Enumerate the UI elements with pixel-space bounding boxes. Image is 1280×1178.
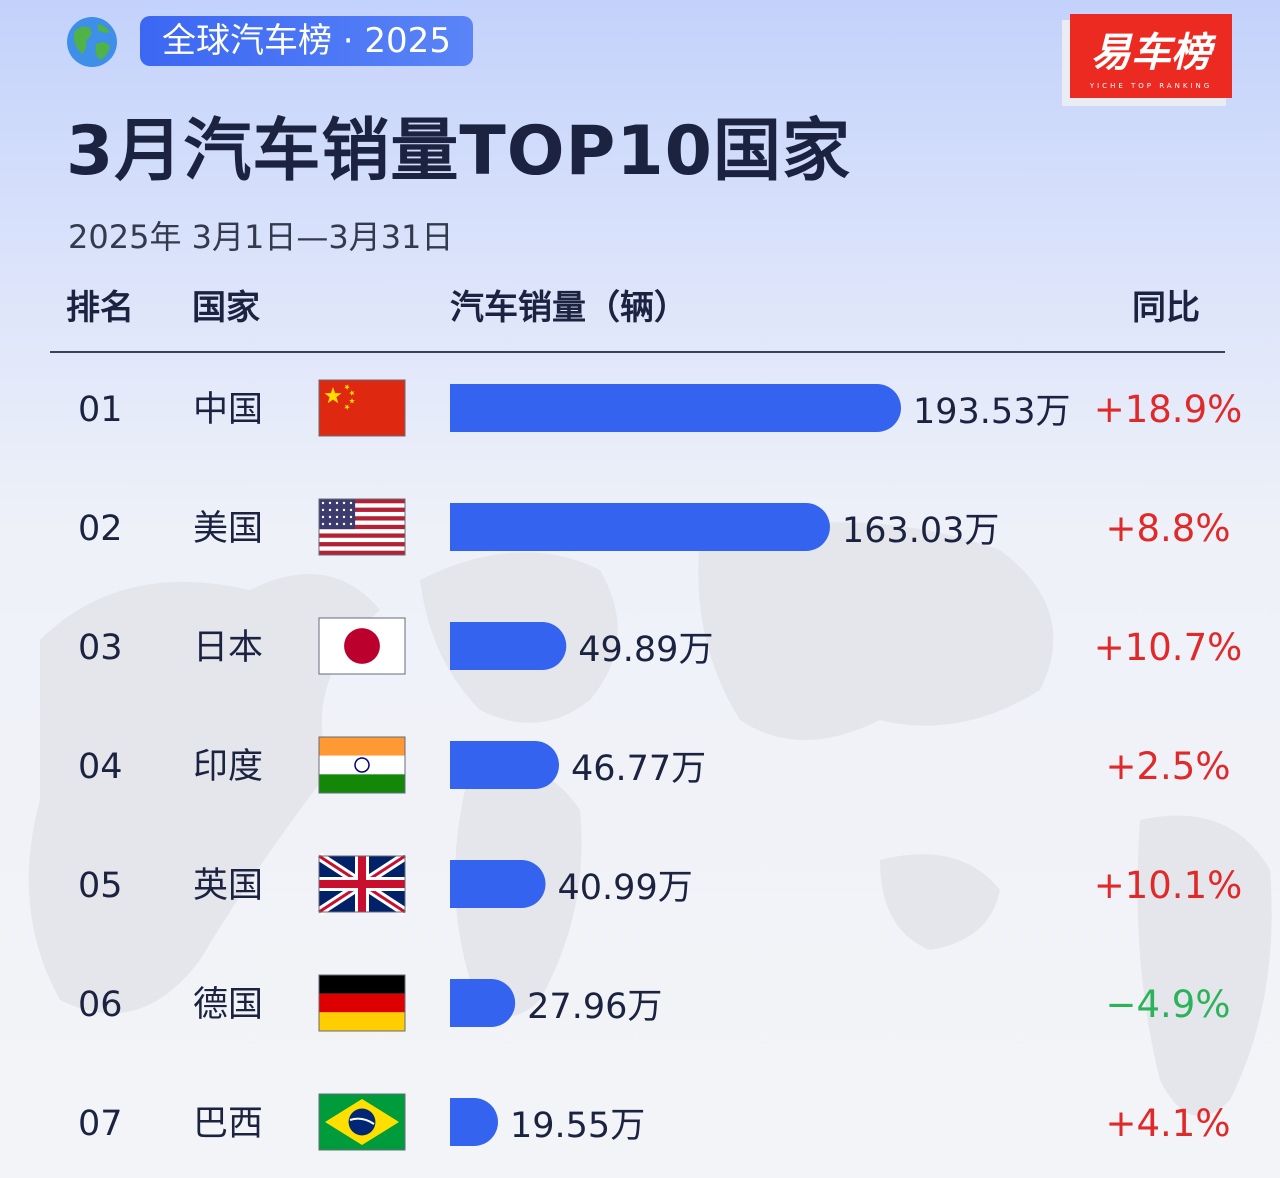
country-header: 国家: [192, 288, 260, 328]
country-label: 德国: [193, 985, 263, 1025]
yoy-label: +18.9%: [1094, 388, 1243, 431]
rank-label: 02: [78, 509, 123, 549]
country-label: 美国: [193, 509, 263, 549]
rank-label: 01: [78, 390, 123, 430]
country-label: 印度: [193, 747, 263, 787]
table-row: 05 英国 40.99万 +10.1%: [78, 852, 1243, 916]
table-row: 06 德国 27.96万 −4.9%: [78, 974, 1231, 1032]
rank-label: 03: [78, 628, 123, 668]
table-row: 07 巴西 19.55万 +4.1%: [78, 1093, 1231, 1151]
yoy-label: +10.7%: [1094, 626, 1243, 669]
yoy-label: +8.8%: [1105, 507, 1230, 550]
country-label: 巴西: [193, 1104, 263, 1144]
uk-flag: [316, 852, 408, 916]
sales-value-label: 40.99万: [558, 868, 693, 908]
country-label: 日本: [193, 628, 263, 668]
globe-icon: [67, 17, 117, 67]
sales-bar: [450, 622, 567, 670]
page-title: 3月汽车销量TOP10国家: [66, 112, 851, 191]
china-flag: [318, 379, 406, 437]
india-flag: [318, 736, 406, 794]
yoy-label: −4.9%: [1105, 983, 1230, 1026]
rank-label: 06: [78, 985, 123, 1025]
germany-flag: [318, 974, 406, 1032]
category-tag: 全球汽车榜 · 2025: [140, 16, 473, 66]
sales-value-label: 49.89万: [578, 630, 713, 670]
sales-bar: [450, 503, 830, 551]
rank-label: 04: [78, 747, 123, 787]
table-row: 03 日本 49.89万 +10.7%: [78, 617, 1243, 675]
date-range: 2025年 3月1日—3月31日: [68, 218, 454, 256]
country-label: 中国: [193, 390, 263, 430]
sales-value-label: 27.96万: [527, 987, 662, 1027]
table-row: 04 印度 46.77万 +2.5%: [78, 736, 1231, 794]
table-row: 02 美国 163.03万 +8.8%: [78, 498, 1231, 556]
sales-bar: [450, 979, 516, 1027]
rank-header: 排名: [66, 288, 134, 328]
sales-header: 汽车销量（辆）: [450, 288, 688, 328]
yiche-logo: 易车榜 YICHE TOP RANKING: [1062, 14, 1232, 106]
sales-bar: [450, 384, 901, 432]
yoy-label: +2.5%: [1105, 745, 1230, 788]
rank-label: 05: [78, 866, 123, 906]
japan-flag: [318, 617, 406, 675]
sales-bar: [450, 860, 546, 908]
sales-value-label: 163.03万: [842, 511, 999, 551]
world-map-background: [28, 522, 1272, 1116]
table-row: 01 中国 193.53万 +18.9%: [78, 379, 1243, 437]
brazil-flag: [318, 1093, 406, 1151]
svg-text:易车榜: 易车榜: [1091, 30, 1217, 76]
rank-label: 07: [78, 1104, 123, 1144]
sales-value-label: 19.55万: [510, 1106, 645, 1146]
sales-bar: [450, 741, 559, 789]
svg-text:YICHE TOP RANKING: YICHE TOP RANKING: [1089, 82, 1212, 90]
sales-bar: [450, 1098, 498, 1146]
yoy-label: +4.1%: [1105, 1102, 1230, 1145]
yoy-header: 同比: [1132, 288, 1200, 328]
header-divider: [50, 351, 1225, 353]
usa-flag: [318, 498, 406, 556]
sales-value-label: 193.53万: [913, 392, 1070, 432]
sales-value-label: 46.77万: [571, 749, 706, 789]
yoy-label: +10.1%: [1094, 864, 1243, 907]
country-label: 英国: [193, 866, 263, 906]
